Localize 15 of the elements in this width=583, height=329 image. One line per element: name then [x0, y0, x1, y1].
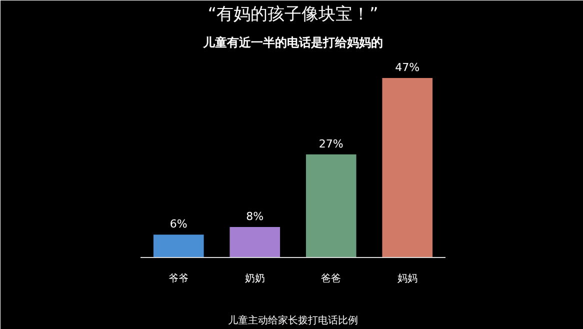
x-tick-label: 奶奶 [244, 274, 265, 284]
chart-title: “有妈的孩子像块宝！” [208, 4, 378, 24]
x-axis-title: 儿童主动给家长拨打电话比例 [228, 314, 358, 326]
data-label: 27% [318, 137, 344, 150]
bar [230, 226, 280, 258]
x-tick-label: 爸爸 [321, 272, 342, 284]
x-tick-label: 妈妈 [397, 274, 418, 284]
data-label: 6% [170, 218, 188, 231]
bar [382, 78, 433, 258]
bar [306, 154, 356, 258]
data-label: 47% [395, 61, 420, 74]
data-label: 8% [246, 210, 264, 223]
x-tick-label: 爷爷 [168, 272, 189, 284]
bar [153, 234, 204, 258]
chart-subtitle: 儿童有近一半的电话是打给妈妈的 [202, 36, 383, 50]
